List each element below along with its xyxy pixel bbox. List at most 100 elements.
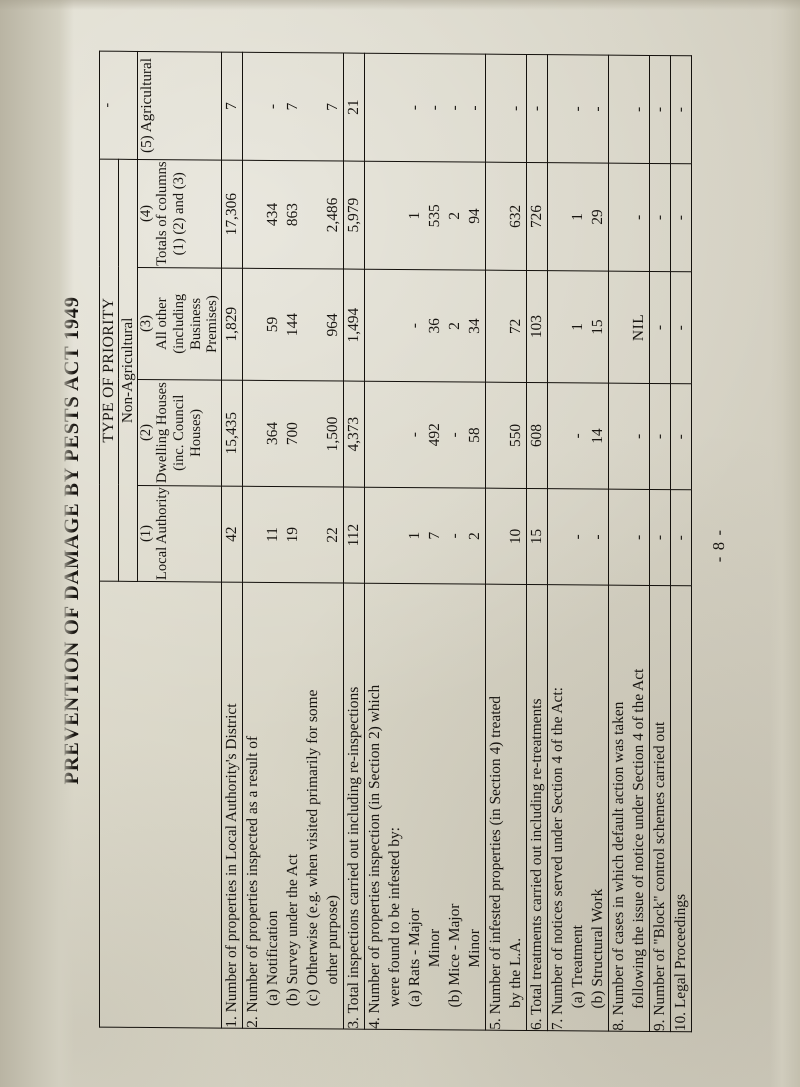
header-col-4-line-1: Totals of bbox=[154, 214, 171, 266]
cell-col-3: - bbox=[670, 271, 692, 384]
cell-value: - bbox=[569, 106, 587, 112]
document-body: PREVENTION OF DAMAGE BY PESTS ACT 1949 T… bbox=[55, 35, 745, 1050]
header-col-3: (3) All other (including Business Premis… bbox=[137, 267, 222, 381]
header-col-5-num: (5) bbox=[137, 135, 155, 154]
cell-col-4: - bbox=[649, 163, 671, 272]
header-col-1-line-1: Local bbox=[154, 546, 171, 581]
cell-value bbox=[548, 383, 568, 488]
row-label-line: 4. Number of properties inspection (in S… bbox=[365, 684, 383, 1029]
cell-value: 7 bbox=[425, 531, 443, 540]
row-label: 2. Number of properties inspected as a r… bbox=[242, 582, 344, 1030]
cell-value: 700 bbox=[283, 422, 301, 446]
cell-value: - bbox=[263, 103, 281, 110]
row-label-line: 1. Number of properties in Local Authori… bbox=[222, 703, 240, 1028]
row-label: 7. Number of notices served under Sectio… bbox=[547, 584, 609, 1032]
cell-value: 1 bbox=[405, 531, 423, 540]
pest-control-statistics-table: TYPE OF PRIORITY - Non-Agricultural (1) … bbox=[99, 51, 692, 1033]
cell-col-5: 21 bbox=[343, 53, 365, 162]
table-row: 8. Number of cases in which default acti… bbox=[608, 55, 650, 1032]
cell-col-1: - bbox=[670, 489, 692, 586]
header-col-3-line-4: Premises) bbox=[204, 295, 221, 353]
cell-col-3: 103 bbox=[526, 270, 548, 383]
table-row: 4. Number of properties inspection (in S… bbox=[364, 53, 486, 1031]
row-label-line: by the L.A. bbox=[507, 937, 525, 1008]
cell-value: - bbox=[589, 534, 607, 540]
cell-col-4: - bbox=[608, 163, 650, 272]
cell-value: 1,829 bbox=[222, 306, 240, 342]
row-label: 8. Number of cases in which default acti… bbox=[608, 585, 650, 1032]
cell-value: 10 bbox=[507, 528, 525, 545]
row-label-line: 10. Legal Proceedings bbox=[672, 893, 690, 1032]
cell-col-2: 364 700 1,500 bbox=[242, 380, 344, 488]
cell-value: 7 bbox=[283, 102, 301, 111]
cell-value bbox=[548, 163, 568, 270]
cell-col-2: 550 bbox=[485, 382, 527, 489]
header-col-5-line-1: Agricultural bbox=[137, 57, 155, 133]
scan-gutter-right bbox=[770, 0, 800, 1087]
cell-col-2: -14 bbox=[547, 382, 609, 490]
cell-col-3: NIL bbox=[608, 271, 650, 384]
table-row: 3. Total inspections carried out includi… bbox=[343, 53, 365, 1030]
cell-value: 15 bbox=[589, 319, 607, 335]
cell-value: 17,306 bbox=[222, 192, 240, 236]
cell-col-5: -- bbox=[547, 54, 609, 164]
cell-value bbox=[609, 164, 629, 271]
cell-col-5: ---- bbox=[364, 53, 486, 163]
cell-value bbox=[243, 487, 263, 582]
header-row-group: TYPE OF PRIORITY - bbox=[99, 51, 222, 1029]
row-label-line: Minor bbox=[425, 928, 443, 968]
row-label: 3. Total inspections carried out includi… bbox=[343, 583, 365, 1030]
cell-value bbox=[609, 272, 629, 383]
cell-col-2: 608 bbox=[526, 382, 548, 489]
row-label-line: were found to be infested by: bbox=[385, 826, 403, 1008]
cell-value bbox=[385, 382, 405, 487]
cell-value: 22 bbox=[323, 527, 341, 543]
cell-col-1: 10 bbox=[485, 488, 527, 585]
cell-value bbox=[243, 53, 263, 160]
cell-value: 1,494 bbox=[344, 307, 362, 343]
cell-col-5: - bbox=[649, 55, 671, 164]
cell-col-2: -492-58 bbox=[364, 381, 486, 489]
cell-col-5: - bbox=[485, 54, 527, 163]
cell-col-3: 59 144 964 bbox=[242, 268, 344, 382]
cell-value: 7 bbox=[323, 103, 341, 111]
cell-value: - bbox=[630, 106, 648, 112]
cell-col-2: 15,435 bbox=[221, 380, 243, 487]
cell-value bbox=[385, 270, 405, 381]
page-title: PREVENTION OF DAMAGE BY PESTS ACT 1949 bbox=[61, 296, 83, 785]
cell-value: 2,486 bbox=[323, 197, 341, 233]
cell-value: - bbox=[405, 322, 423, 329]
cell-value: - bbox=[630, 214, 648, 221]
header-non-agricultural: Non-Agricultural bbox=[118, 159, 138, 582]
cell-value bbox=[365, 270, 385, 381]
row-label-line: 5. Number of infested properties (in Sec… bbox=[487, 695, 505, 1030]
cell-value: 1 bbox=[405, 211, 423, 220]
cell-value: 2 bbox=[446, 322, 463, 330]
cell-value bbox=[486, 489, 506, 584]
cell-value: 608 bbox=[528, 423, 546, 448]
table-row: 9. Number of "Block" control schemes car… bbox=[649, 55, 671, 1032]
row-label: 5. Number of infested properties (in Sec… bbox=[485, 584, 527, 1031]
row-label-line: 2. Number of properties inspected as a r… bbox=[243, 735, 261, 1028]
cell-col-1: - bbox=[608, 489, 650, 586]
header-col-4: (4) Totals of columns (1) (2) and (3) bbox=[137, 159, 222, 269]
cell-value: - bbox=[589, 106, 607, 112]
cell-col-2: - bbox=[608, 383, 650, 490]
rotated-page-content: PREVENTION OF DAMAGE BY PESTS ACT 1949 T… bbox=[55, 35, 745, 1050]
cell-col-5: 7 bbox=[221, 52, 243, 161]
cell-value: - bbox=[630, 433, 648, 440]
cell-value: 632 bbox=[507, 204, 525, 229]
cell-value bbox=[303, 269, 323, 380]
table-row: 10. Legal Proceedings - - - - - bbox=[670, 55, 692, 1032]
cell-col-5: -7 7 bbox=[242, 52, 344, 162]
row-label-line: (b) Mice - Major bbox=[446, 903, 463, 1008]
cell-col-5: - bbox=[608, 55, 650, 164]
cell-col-4: - bbox=[670, 163, 692, 272]
header-col-1: (1) Local Authority bbox=[137, 485, 222, 583]
cell-value: 14 bbox=[589, 428, 607, 444]
cell-value: 21 bbox=[344, 99, 362, 115]
header-col-1-line-2: Authority bbox=[154, 487, 171, 545]
cell-col-4: 5,979 bbox=[343, 161, 365, 270]
cell-value: 1,500 bbox=[323, 416, 341, 452]
